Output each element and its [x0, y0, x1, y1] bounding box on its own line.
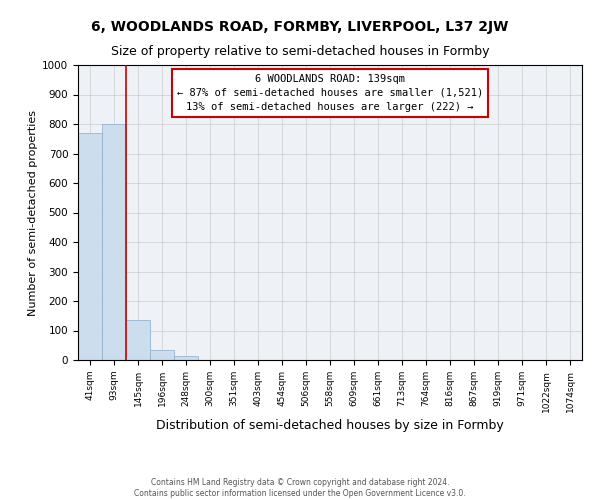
- Text: Contains HM Land Registry data © Crown copyright and database right 2024.
Contai: Contains HM Land Registry data © Crown c…: [134, 478, 466, 498]
- Bar: [150, 350, 174, 360]
- X-axis label: Distribution of semi-detached houses by size in Formby: Distribution of semi-detached houses by …: [156, 418, 504, 432]
- Bar: [126, 320, 150, 360]
- Text: 6 WOODLANDS ROAD: 139sqm
← 87% of semi-detached houses are smaller (1,521)
13% o: 6 WOODLANDS ROAD: 139sqm ← 87% of semi-d…: [177, 74, 483, 112]
- Bar: [78, 133, 102, 360]
- Bar: [102, 124, 126, 360]
- Y-axis label: Number of semi-detached properties: Number of semi-detached properties: [28, 110, 38, 316]
- Text: Size of property relative to semi-detached houses in Formby: Size of property relative to semi-detach…: [111, 45, 489, 58]
- Bar: [174, 356, 198, 360]
- Text: 6, WOODLANDS ROAD, FORMBY, LIVERPOOL, L37 2JW: 6, WOODLANDS ROAD, FORMBY, LIVERPOOL, L3…: [91, 20, 509, 34]
